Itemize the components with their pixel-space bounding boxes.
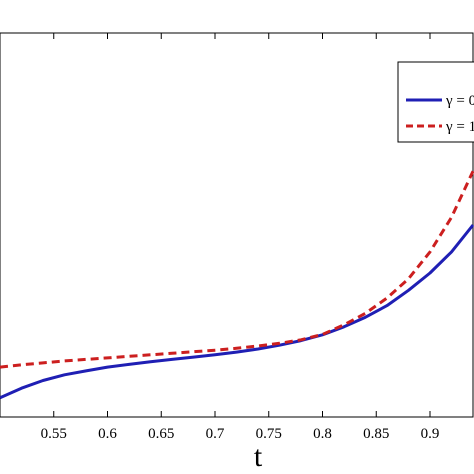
x-tick-label-3: 0.7: [206, 426, 225, 442]
x-tick-label-2: 0.65: [148, 426, 174, 442]
x-tick-label-6: 0.85: [363, 426, 389, 442]
x-tick-label-0: 0.55: [41, 426, 67, 442]
legend: γ = 0 γ = 1: [398, 62, 474, 142]
legend-label-gamma-0: γ = 0: [445, 93, 474, 109]
x-tick-label-7: 0.9: [421, 426, 440, 442]
x-tick-label-5: 0.8: [313, 426, 332, 442]
x-axis-label: t: [254, 440, 263, 473]
legend-label-gamma-1: γ = 1: [445, 119, 474, 135]
x-tick-label-1: 0.6: [98, 426, 117, 442]
